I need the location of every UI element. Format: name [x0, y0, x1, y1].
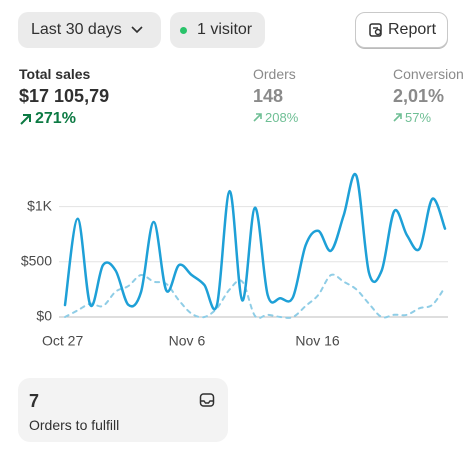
change-text: 271% — [35, 110, 76, 127]
chevron-icon — [131, 26, 143, 34]
live-dot — [180, 26, 187, 34]
metric-label: Total sales — [19, 66, 91, 82]
card-count: 7 — [29, 391, 40, 411]
date-range-button[interactable]: Last 30 days — [18, 12, 161, 48]
change-text: 208% — [265, 110, 299, 125]
x-tick-label: Nov 6 — [169, 333, 206, 349]
inbox-icon — [199, 393, 215, 407]
metric-change: 57% — [393, 110, 468, 125]
line-series — [63, 172, 447, 311]
metric-change: 208% — [253, 110, 298, 125]
chart: $0 $500 $1K Oct 27 Nov 6 Nov 16 — [21, 172, 448, 349]
y-tick-label: $0 — [36, 308, 52, 324]
metric-value: 2,01% — [393, 86, 445, 106]
metric[interactable]: Conversion 2,01% 57% — [393, 66, 468, 125]
metric-change: 271% — [19, 110, 109, 128]
report-icon — [369, 23, 382, 37]
orders-card[interactable]: 7 Orders to fulfill — [18, 378, 228, 442]
metric[interactable]: Orders 148 208% — [253, 66, 298, 125]
report-button[interactable]: Report — [355, 12, 448, 48]
report-text: Report — [388, 21, 437, 38]
date-range-text: Last 30 days — [31, 21, 122, 38]
metric-value: 148 — [253, 86, 284, 106]
metric-value: $17 105,79 — [19, 86, 110, 106]
arrow-icon — [393, 113, 402, 122]
visitors-text: 1 visitor — [197, 21, 253, 38]
change-text: 57% — [405, 110, 432, 125]
card-label: Orders to fulfill — [29, 417, 120, 433]
y-tick-label: $500 — [21, 252, 52, 268]
metric-label: Conversion — [393, 66, 464, 82]
visitors-pill[interactable]: 1 visitor — [170, 12, 265, 48]
arrow-icon — [253, 113, 262, 122]
y-tick-label: $1K — [27, 197, 53, 213]
metric-label: Orders — [253, 66, 296, 82]
metric[interactable]: Total sales $17 105,79 271% — [19, 66, 109, 128]
arrow-icon — [20, 113, 31, 125]
line-series — [64, 273, 446, 320]
x-tick-label: Nov 16 — [295, 333, 340, 349]
x-tick-label: Oct 27 — [42, 333, 83, 349]
